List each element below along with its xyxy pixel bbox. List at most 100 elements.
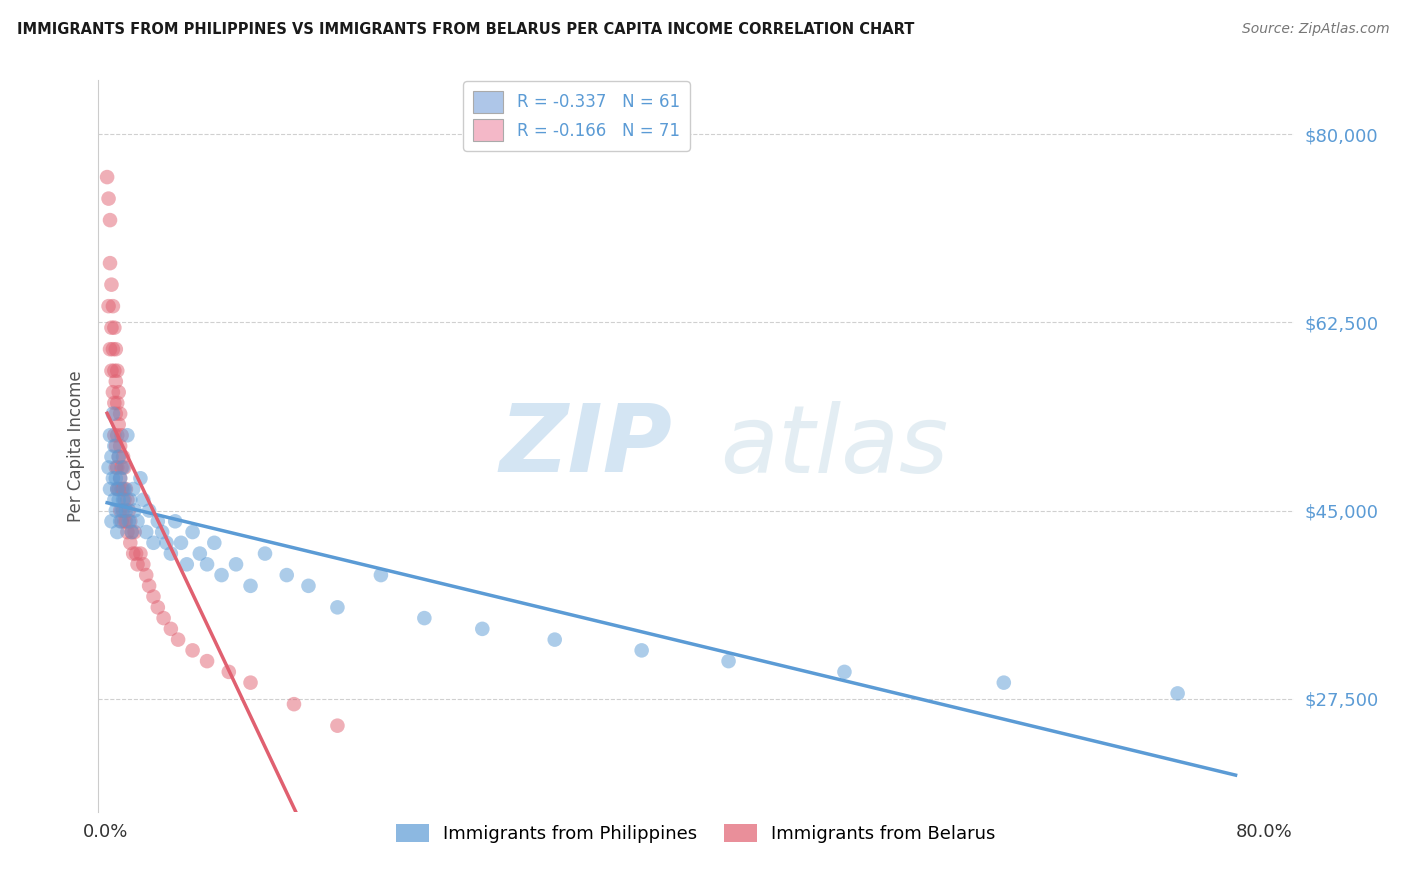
Point	[103, 320, 125, 334]
Point	[104, 460, 127, 475]
Point	[110, 460, 132, 475]
Point	[105, 428, 128, 442]
Point	[107, 450, 129, 464]
Point	[127, 514, 149, 528]
Point	[195, 558, 218, 572]
Point	[1167, 686, 1189, 700]
Point	[115, 514, 138, 528]
Point	[100, 320, 122, 334]
Point	[120, 536, 142, 550]
Point	[155, 536, 177, 550]
Point	[110, 503, 132, 517]
Point	[124, 503, 146, 517]
Point	[122, 482, 145, 496]
Point	[98, 256, 121, 270]
Point	[108, 514, 131, 528]
Point	[103, 428, 125, 442]
Point	[112, 492, 135, 507]
Point	[132, 558, 155, 572]
Point	[98, 428, 121, 442]
Point	[107, 385, 129, 400]
Point	[112, 482, 135, 496]
Point	[114, 514, 136, 528]
Point	[283, 697, 305, 711]
Point	[112, 460, 135, 475]
Point	[105, 396, 128, 410]
Point	[114, 482, 136, 496]
Point	[97, 192, 120, 206]
Point	[181, 524, 204, 539]
Point	[114, 492, 136, 507]
Point	[121, 524, 143, 539]
Point	[225, 558, 247, 572]
Point	[834, 665, 856, 679]
Point	[117, 492, 139, 507]
Point	[105, 482, 128, 496]
Point	[108, 407, 131, 421]
Point	[108, 471, 131, 485]
Point	[129, 471, 152, 485]
Point	[108, 439, 131, 453]
Point	[167, 632, 190, 647]
Point	[170, 536, 193, 550]
Point	[993, 675, 1015, 690]
Point	[118, 503, 141, 517]
Point	[104, 342, 127, 356]
Point	[160, 547, 183, 561]
Point	[101, 299, 124, 313]
Point	[150, 524, 173, 539]
Point	[115, 482, 138, 496]
Point	[107, 417, 129, 432]
Point	[717, 654, 740, 668]
Text: atlas: atlas	[720, 401, 948, 491]
Point	[135, 524, 157, 539]
Point	[297, 579, 319, 593]
Point	[188, 547, 211, 561]
Point	[138, 503, 160, 517]
Point	[195, 654, 218, 668]
Point	[117, 428, 139, 442]
Point	[103, 439, 125, 453]
Point	[152, 611, 174, 625]
Point	[101, 407, 124, 421]
Point	[101, 385, 124, 400]
Point	[114, 460, 136, 475]
Point	[112, 450, 135, 464]
Point	[413, 611, 436, 625]
Point	[107, 482, 129, 496]
Point	[544, 632, 567, 647]
Point	[108, 503, 131, 517]
Point	[218, 665, 240, 679]
Point	[104, 503, 127, 517]
Legend: Immigrants from Philippines, Immigrants from Belarus: Immigrants from Philippines, Immigrants …	[389, 816, 1002, 850]
Point	[98, 482, 121, 496]
Point	[125, 547, 148, 561]
Point	[146, 600, 169, 615]
Point	[146, 514, 169, 528]
Point	[103, 364, 125, 378]
Point	[97, 299, 120, 313]
Text: IMMIGRANTS FROM PHILIPPINES VS IMMIGRANTS FROM BELARUS PER CAPITA INCOME CORRELA: IMMIGRANTS FROM PHILIPPINES VS IMMIGRANT…	[17, 22, 914, 37]
Point	[121, 524, 143, 539]
Text: Source: ZipAtlas.com: Source: ZipAtlas.com	[1241, 22, 1389, 37]
Point	[98, 342, 121, 356]
Point	[98, 213, 121, 227]
Point	[239, 579, 262, 593]
Point	[142, 590, 165, 604]
Point	[117, 524, 139, 539]
Point	[110, 428, 132, 442]
Point	[120, 492, 142, 507]
Point	[115, 503, 138, 517]
Point	[101, 342, 124, 356]
Point	[132, 492, 155, 507]
Text: ZIP: ZIP	[499, 400, 672, 492]
Point	[112, 503, 135, 517]
Point	[108, 471, 131, 485]
Point	[100, 364, 122, 378]
Point	[107, 450, 129, 464]
Point	[202, 536, 225, 550]
Point	[138, 579, 160, 593]
Point	[118, 514, 141, 528]
Point	[110, 482, 132, 496]
Point	[120, 514, 142, 528]
